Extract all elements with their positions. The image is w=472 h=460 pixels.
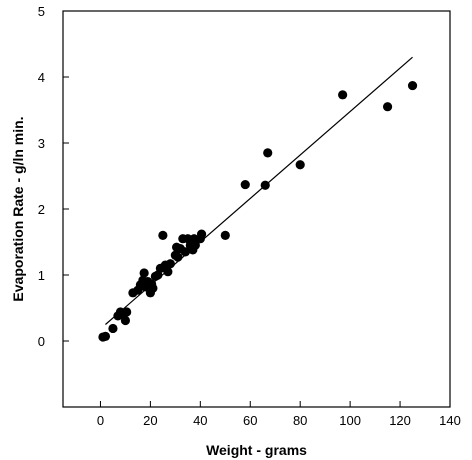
data-point [173,252,183,262]
data-point [190,240,200,250]
data-point [263,148,273,158]
y-tick-label: 0 [38,334,45,349]
x-tick-label: 140 [439,413,461,428]
y-axis-title: Evaporation Rate - g/ln min. [10,116,26,301]
data-points [98,80,418,342]
data-point [382,102,393,112]
data-point [295,160,305,170]
data-point [120,315,131,326]
x-tick-label: 60 [243,413,257,428]
data-point [163,267,173,277]
plot-frame [62,10,451,408]
x-tick-label: 0 [97,413,104,428]
data-point [220,230,230,240]
data-point [165,259,175,269]
x-axis-title: Weight - grams [206,442,307,458]
data-point [180,247,190,257]
data-point [108,323,118,334]
y-tick-label: 3 [38,136,45,151]
data-point [139,268,149,278]
data-point [407,80,418,91]
data-point [100,331,111,341]
data-point [158,230,168,240]
y-tick-label: 4 [38,70,45,85]
x-tick-label: 100 [339,413,361,428]
data-point [148,283,158,293]
y-tick-label: 2 [38,202,45,217]
data-point [196,229,207,239]
x-tick-label: 20 [143,413,157,428]
x-tick-label: 120 [389,413,411,428]
y-tick-label: 1 [38,268,45,283]
x-axis-ticks: 0 20 40 60 80 100 120 140 [97,401,461,428]
y-axis-ticks: 0 1 2 3 4 5 [38,4,69,349]
data-point [122,307,132,317]
data-point [338,90,348,100]
data-point [240,179,250,190]
y-tick-label: 5 [38,4,45,19]
x-tick-label: 40 [193,413,207,428]
x-tick-label: 80 [293,413,307,428]
data-point [260,180,270,190]
